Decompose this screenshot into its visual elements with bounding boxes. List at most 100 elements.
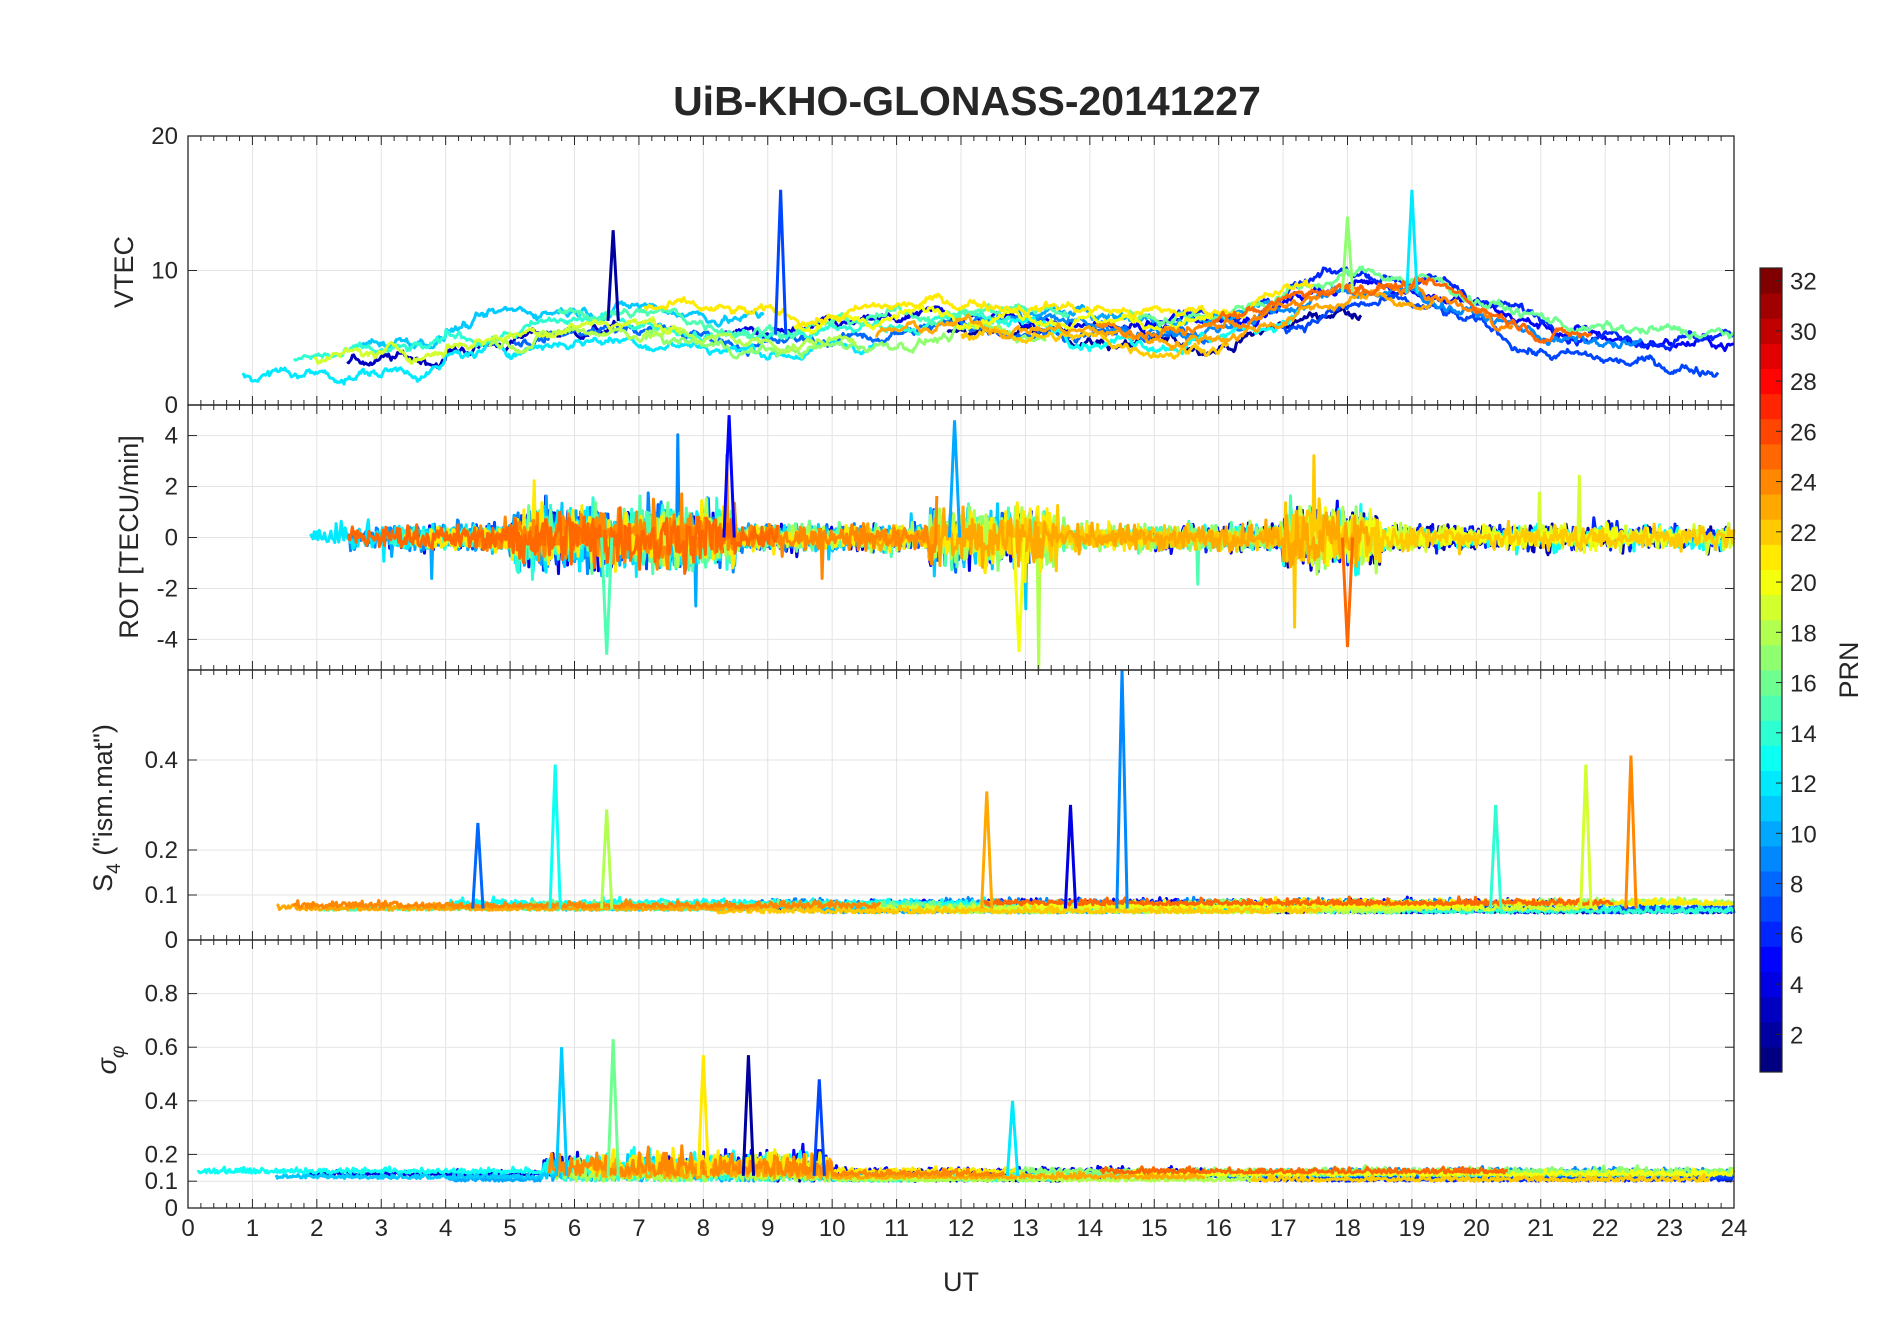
y-tick-label: 0.1 [145, 882, 178, 909]
colorbar-tick-label: 8 [1790, 872, 1803, 899]
tick-marks [187, 940, 1735, 1209]
colorbar-tick-label: 10 [1790, 821, 1817, 848]
x-tick-label: 19 [1399, 1215, 1426, 1242]
y-tick-label: 0.6 [145, 1034, 178, 1061]
prn-series-line [875, 288, 1435, 351]
series-group [275, 669, 1736, 915]
prn-series-line [241, 335, 878, 386]
feature-spike [741, 1055, 756, 1176]
colorbar-tick-label: 6 [1790, 922, 1803, 949]
feature-spike [548, 764, 562, 909]
prn-series-line [448, 895, 996, 907]
prn-series-line [595, 1152, 1206, 1180]
colorbar-tick-label: 2 [1790, 1022, 1803, 1049]
colorbar-tick-label: 18 [1790, 620, 1817, 647]
x-tick-label: 12 [948, 1215, 975, 1242]
tick-marks [187, 670, 1735, 941]
feature-spike [606, 230, 620, 322]
x-tick-label: 24 [1721, 1215, 1748, 1242]
feature-spike [812, 1079, 826, 1176]
figure-title: UiB-KHO-GLONASS-20141227 [673, 78, 1261, 124]
feature-spike [1624, 755, 1638, 909]
sigma-phi-panel: 00.10.2 0.4 0.6 0.8 [145, 939, 1736, 1222]
prn-series-line [313, 316, 683, 365]
colorbar-segment [1760, 670, 1782, 696]
feature-spike [471, 822, 485, 909]
prn-series-line [1277, 292, 1720, 378]
feature-spike [1115, 669, 1129, 909]
y-tick-label: 20 [151, 123, 178, 150]
prn-series-line [292, 309, 1012, 362]
tick-marks [187, 135, 1735, 406]
y-tick-label: 2 [165, 474, 178, 501]
colorbar-segment [1760, 695, 1782, 721]
colorbar-segment [1760, 469, 1782, 495]
y-tick-label: -4 [157, 626, 178, 653]
colorbar-segment [1760, 494, 1782, 520]
colorbar-segment [1760, 343, 1782, 369]
prn-series-line [713, 903, 1323, 915]
x-tick-label: 1 [246, 1215, 259, 1242]
prn-series-line [554, 1154, 1261, 1183]
colorbar-tick-label: 26 [1790, 419, 1817, 446]
rot-panel: -4 -2 0 2 4 [157, 404, 1736, 672]
prn-series-line [1250, 1172, 1711, 1183]
x-tick-label: 16 [1205, 1215, 1232, 1242]
feature-spike [1340, 216, 1355, 293]
colorbar-segment [1760, 1021, 1782, 1048]
colorbar-tick-label: 4 [1790, 972, 1803, 999]
colorbar-segment [1760, 418, 1782, 445]
colorbar-segment [1760, 544, 1782, 570]
colorbar-label: PRN [1834, 641, 1864, 698]
colorbar-segment [1760, 268, 1782, 294]
s4-ylabel: S4 ("ism.mat") [88, 724, 125, 892]
x-tick-label: 9 [761, 1215, 774, 1242]
feature-spike [600, 809, 614, 909]
x-tick-label: 8 [697, 1215, 710, 1242]
colorbar-segment [1760, 871, 1782, 897]
colorbar-tick-label: 22 [1790, 520, 1817, 547]
x-tick-label: 5 [503, 1215, 516, 1242]
feature-spike [1579, 764, 1593, 909]
y-tick-label: 0 [165, 1195, 178, 1222]
prn-series-line [547, 1144, 1006, 1178]
x-tick-label: 17 [1270, 1215, 1297, 1242]
prn-series-line [1094, 282, 1514, 340]
colorbar-tick-label: 12 [1790, 771, 1817, 798]
prn-series-line [983, 895, 1614, 907]
colorbar-frame [1759, 267, 1783, 1073]
x-tick-label: 15 [1141, 1215, 1168, 1242]
y-tick-label: 0 [165, 392, 178, 419]
x-tick-label: 7 [632, 1215, 645, 1242]
colorbar-segment [1760, 443, 1782, 470]
x-tick-label: 10 [819, 1215, 846, 1242]
sigma-phi-ylabel: σφ [92, 1046, 129, 1075]
vtec-ylabel: VTEC [109, 236, 139, 308]
colorbar-segment [1760, 820, 1782, 847]
y-tick-label: 0.4 [145, 1088, 178, 1115]
feature-spike [1005, 1100, 1020, 1176]
colorbar-segment [1760, 644, 1782, 671]
prn-series-line [1212, 275, 1593, 344]
prn-series-line [557, 303, 1070, 340]
y-tick-label: 10 [151, 258, 178, 285]
prn-series-line [960, 325, 1230, 360]
y-tick-label: 4 [165, 423, 178, 450]
x-axis-label: UT [943, 1267, 979, 1297]
x-tick-label: 18 [1334, 1215, 1361, 1242]
colorbar-segment [1760, 770, 1782, 797]
y-tick-label: 0.2 [145, 1141, 178, 1168]
colorbar-segment [1760, 519, 1782, 545]
y-tick-label: 0 [165, 525, 178, 552]
rot-ylabel: ROT [TECU/min] [114, 435, 144, 639]
y-tick-label: 0 [165, 927, 178, 954]
x-tick-label: 23 [1656, 1215, 1683, 1242]
colorbar-segment [1760, 971, 1782, 998]
x-tick-label: 13 [1012, 1215, 1039, 1242]
x-tick-label: 22 [1592, 1215, 1619, 1242]
colorbar-segment [1760, 720, 1782, 746]
series-group [309, 415, 1736, 672]
colorbar-tick-label: 16 [1790, 671, 1817, 698]
series-group [196, 1039, 1736, 1183]
